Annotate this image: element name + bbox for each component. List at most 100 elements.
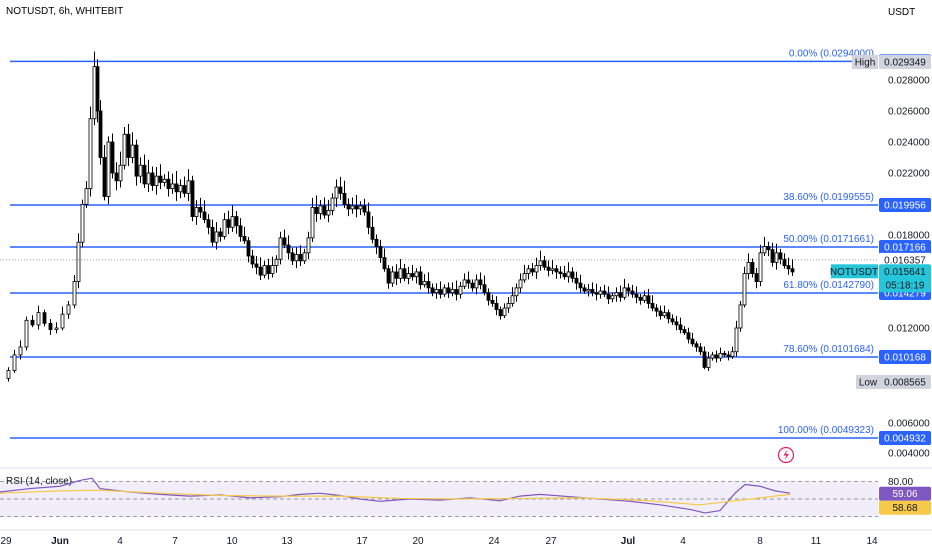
fib-label: 100.00% (0.0049323) — [778, 425, 874, 436]
candle-body — [662, 312, 667, 317]
candle-body — [450, 289, 455, 294]
candle-body — [466, 279, 471, 284]
fib-price-badge-text: 0.017166 — [884, 243, 926, 254]
candle-body — [166, 178, 171, 190]
candle-body — [718, 352, 723, 359]
candle-body — [262, 265, 267, 276]
candle-body — [246, 240, 251, 257]
candle-body — [470, 282, 475, 289]
high-label: High — [855, 58, 876, 69]
candle-body — [722, 352, 727, 356]
candle-body — [586, 289, 591, 292]
high-value-badge — [879, 55, 931, 69]
time-tick-label: 20 — [412, 536, 424, 547]
candle-body — [702, 351, 707, 368]
rsi-ma-badge — [879, 500, 931, 515]
fib-price-badge-text: 0.010168 — [884, 353, 926, 364]
candle-body — [618, 292, 623, 298]
candle-body — [622, 287, 627, 298]
candle-body — [626, 287, 631, 292]
time-axis[interactable]: 29 Jun 4 7 10 13 17 20 24 27 Jul 4 8 11 14 — [0, 529, 932, 547]
candle-body — [102, 157, 107, 197]
candle-body — [18, 346, 23, 356]
candle-body — [222, 219, 227, 237]
candle-body — [666, 312, 671, 320]
candle-body — [92, 66, 97, 120]
last-symbol-badge — [831, 264, 878, 279]
candle-body — [434, 289, 439, 294]
candle-body — [742, 273, 747, 306]
fib-price-badge-text: 0.014279 — [884, 289, 926, 300]
price-tick-label: 0.024000 — [888, 138, 930, 149]
candle-body — [594, 292, 599, 295]
candle-body — [634, 293, 639, 298]
candle-body — [458, 285, 463, 295]
candle-body — [678, 324, 683, 330]
time-tick-label: 11 — [811, 536, 822, 547]
candle-body — [602, 290, 607, 295]
candle-body — [638, 296, 643, 301]
price-tick-label: 0.004000 — [888, 449, 930, 460]
candle-body — [510, 295, 515, 304]
time-tick-label: 13 — [281, 536, 293, 547]
time-tick-label: 24 — [488, 536, 500, 547]
time-tick-label: 4 — [117, 536, 123, 547]
candle-body — [730, 351, 735, 357]
time-tick-label: 8 — [757, 536, 763, 547]
candle-body — [394, 271, 399, 279]
candle-body — [270, 265, 275, 274]
candle-body — [418, 271, 423, 286]
candle-body — [118, 164, 123, 182]
candle-body — [98, 110, 103, 158]
prev-close-badge — [879, 252, 931, 267]
candle-body — [426, 281, 431, 289]
candle-body — [274, 258, 279, 266]
candle-body — [218, 231, 223, 237]
candle-body — [386, 268, 391, 284]
fib-price-badge — [879, 240, 931, 254]
candle-body — [690, 338, 695, 345]
candle-body — [422, 281, 427, 286]
candle-body — [506, 303, 511, 309]
candle-body — [406, 273, 411, 279]
candle-body — [42, 312, 47, 324]
candle-body — [80, 203, 85, 243]
candle-body — [590, 289, 595, 294]
candle-body — [234, 216, 239, 227]
lightning-icon[interactable] — [777, 446, 795, 464]
candle-body — [95, 66, 100, 112]
candle-body — [430, 287, 435, 294]
candle-body — [326, 210, 331, 216]
candle-body — [582, 287, 587, 292]
candle-body — [318, 205, 323, 214]
candle-body — [462, 279, 467, 287]
candle-body — [538, 260, 543, 266]
rsi-ma-line — [0, 489, 791, 506]
candle-body — [498, 309, 503, 317]
last-price-badge — [879, 264, 931, 293]
candle-body — [130, 144, 135, 158]
price-tick-label: 0.026000 — [888, 107, 930, 118]
rsi-title: RSI (14, close) — [6, 476, 72, 487]
candle-body — [770, 249, 775, 263]
price-markers: High 0.029349 Low 0.008565 0.016357 NOTUSDT 0.… — [0, 55, 931, 389]
candle-body — [178, 185, 183, 193]
fibonacci-levels: 0.00% (0.0294000)0.02940038.60% (0.01995… — [10, 48, 931, 445]
candle-body — [338, 186, 343, 194]
candle-body — [54, 327, 59, 330]
candle-body — [754, 273, 759, 282]
candle-body — [226, 219, 231, 228]
candle-body — [714, 354, 719, 359]
candle-body — [278, 237, 283, 260]
candle-body — [374, 238, 379, 247]
time-tick-label: Jul — [621, 536, 636, 547]
candle-body — [202, 211, 207, 221]
candle-body — [142, 164, 147, 185]
candle-body — [410, 273, 415, 278]
price-axis[interactable]: 0.028000 0.026000 0.024000 0.022000 0.018000… — [888, 76, 930, 460]
candle-body — [106, 141, 111, 197]
candle-body — [454, 289, 459, 295]
candle-body — [562, 273, 567, 278]
